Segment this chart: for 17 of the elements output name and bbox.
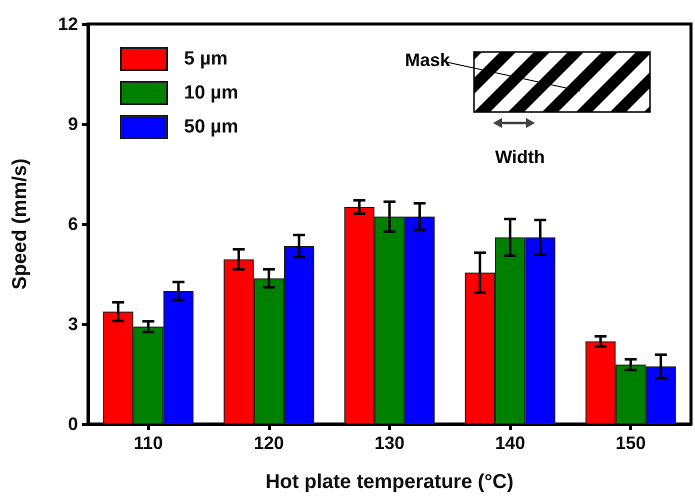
annotation: Mask [405,50,452,70]
y-axis-title: Speed (mm/s) [9,158,31,290]
x-tick-label: 130 [374,433,405,453]
legend-label: 5 µm [184,48,228,70]
y-tick-label: 12 [58,14,78,34]
x-tick-label: 110 [134,433,163,453]
annotation: Width [495,147,545,167]
x-tick-label: 120 [254,433,284,453]
x-axis-title: Hot plate temperature (°C) [265,471,514,493]
x-tick-label: 140 [495,433,526,453]
y-tick-label: 0 [68,414,78,434]
legend-label: 10 µm [184,82,238,104]
y-tick-label: 6 [68,214,78,234]
x-tick-label: 150 [616,433,646,453]
y-tick-label: 3 [68,314,78,334]
y-tick-label: 9 [68,114,78,134]
legend-label: 50 µm [184,116,238,138]
